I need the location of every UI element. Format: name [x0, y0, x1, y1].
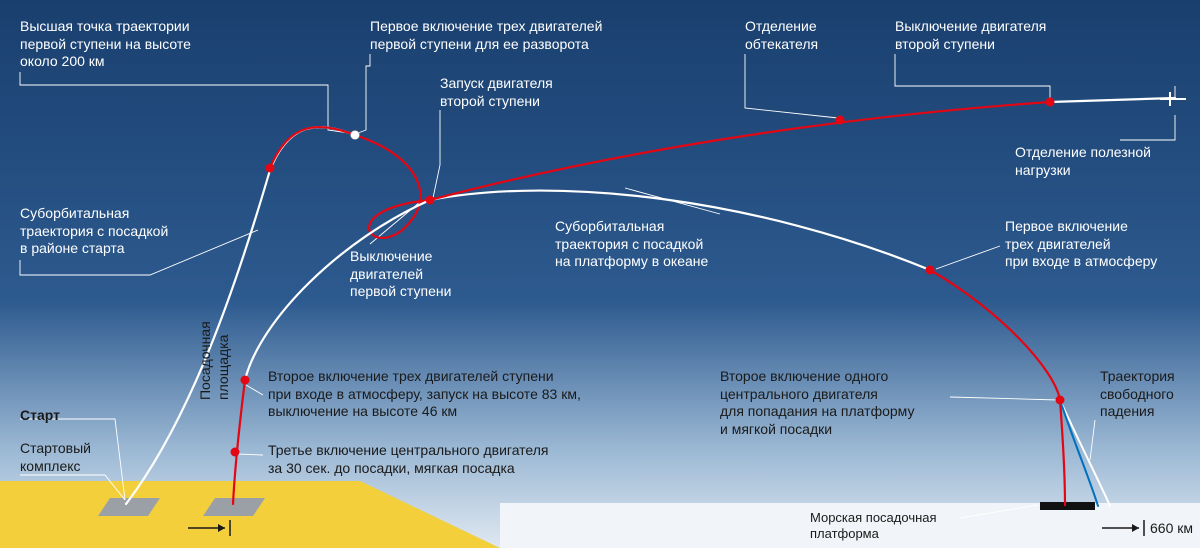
- event-dot: [231, 448, 240, 457]
- label-payload_sep: Отделение полезной нагрузки: [1015, 144, 1151, 179]
- event-dot: [1046, 98, 1055, 107]
- label-third_burn: Третье включение центрального двигателя …: [268, 442, 549, 477]
- label-apogee: Высшая точка траектории первой ступени н…: [20, 18, 191, 71]
- label-rtls: Суборбитальная траектория с посадкой в р…: [20, 205, 168, 258]
- label-launch_complex: Стартовый комплекс: [20, 440, 91, 475]
- event-dot: [426, 196, 435, 205]
- label-first_burn: Первое включение трех двигателей первой …: [370, 18, 602, 53]
- event-dot: [266, 164, 275, 173]
- label-freefall: Траектория свободного падения: [1100, 368, 1175, 421]
- label-seco: Выключение двигателя второй ступени: [895, 18, 1046, 53]
- event-dot: [351, 131, 360, 140]
- label-entry_ocean: Первое включение трех двигателей при вхо…: [1005, 218, 1157, 271]
- label-asds: Суборбитальная траектория с посадкой на …: [555, 218, 708, 271]
- event-dot: [836, 116, 845, 125]
- event-dot: [241, 376, 250, 385]
- label-fairing: Отделение обтекателя: [745, 18, 818, 53]
- label-single_engine: Второе включение одного центрального дви…: [720, 368, 914, 438]
- sea-platform: [1040, 502, 1095, 510]
- label-landing_pad: Посадочная площадка: [197, 321, 232, 400]
- label-start: Старт: [20, 407, 60, 425]
- label-sea_platform: Морская посадочная платформа: [810, 510, 937, 543]
- label-ses: Запуск двигателя второй ступени: [440, 75, 553, 110]
- event-dot: [1056, 396, 1065, 405]
- event-dot: [926, 266, 935, 275]
- trajectory-infographic: Высшая точка траектории первой ступени н…: [0, 0, 1200, 548]
- label-meco: Выключение двигателей первой ступени: [350, 248, 451, 301]
- label-second_burn: Второе включение трех двигателей ступени…: [268, 368, 581, 421]
- label-distance: 660 км: [1150, 520, 1193, 538]
- sky: [0, 0, 1200, 548]
